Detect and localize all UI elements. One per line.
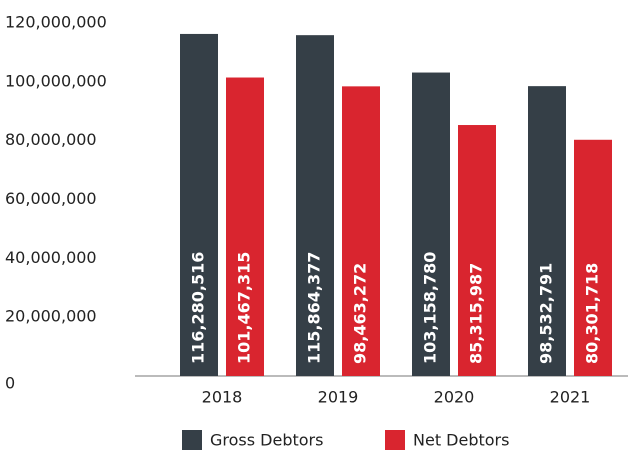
x-tick-label: 2020 [434, 388, 475, 407]
value-label: 116,280,516 [189, 252, 208, 364]
legend-label: Gross Debtors [210, 431, 323, 450]
y-tick-label: 80,000,000 [5, 130, 97, 149]
bar [412, 72, 450, 376]
bar [528, 86, 566, 376]
legend-swatch [182, 430, 202, 450]
value-label: 80,301,718 [583, 263, 602, 364]
value-label: 85,315,987 [467, 263, 486, 364]
y-tick-label: 20,000,000 [5, 307, 97, 326]
bar [458, 125, 496, 376]
x-tick-label: 2019 [318, 388, 359, 407]
x-tick-label: 2021 [550, 388, 591, 407]
bar [296, 35, 334, 377]
y-tick-label: 40,000,000 [5, 248, 97, 267]
value-label: 101,467,315 [235, 252, 254, 364]
bar [180, 33, 218, 377]
y-tick-label: 60,000,000 [5, 189, 97, 208]
value-label: 98,463,272 [351, 263, 370, 364]
y-tick-label: 0 [5, 374, 15, 393]
x-tick-label: 2018 [202, 388, 243, 407]
bar [342, 86, 380, 376]
value-label: 98,532,791 [537, 263, 556, 364]
bar [226, 77, 264, 377]
y-tick-label: 120,000,000 [5, 13, 107, 32]
bar [574, 139, 612, 376]
legend-swatch [385, 430, 405, 450]
value-label: 115,864,377 [305, 252, 324, 364]
y-tick-label: 100,000,000 [5, 71, 107, 90]
value-label: 103,158,780 [421, 252, 440, 364]
legend-label: Net Debtors [413, 431, 509, 450]
